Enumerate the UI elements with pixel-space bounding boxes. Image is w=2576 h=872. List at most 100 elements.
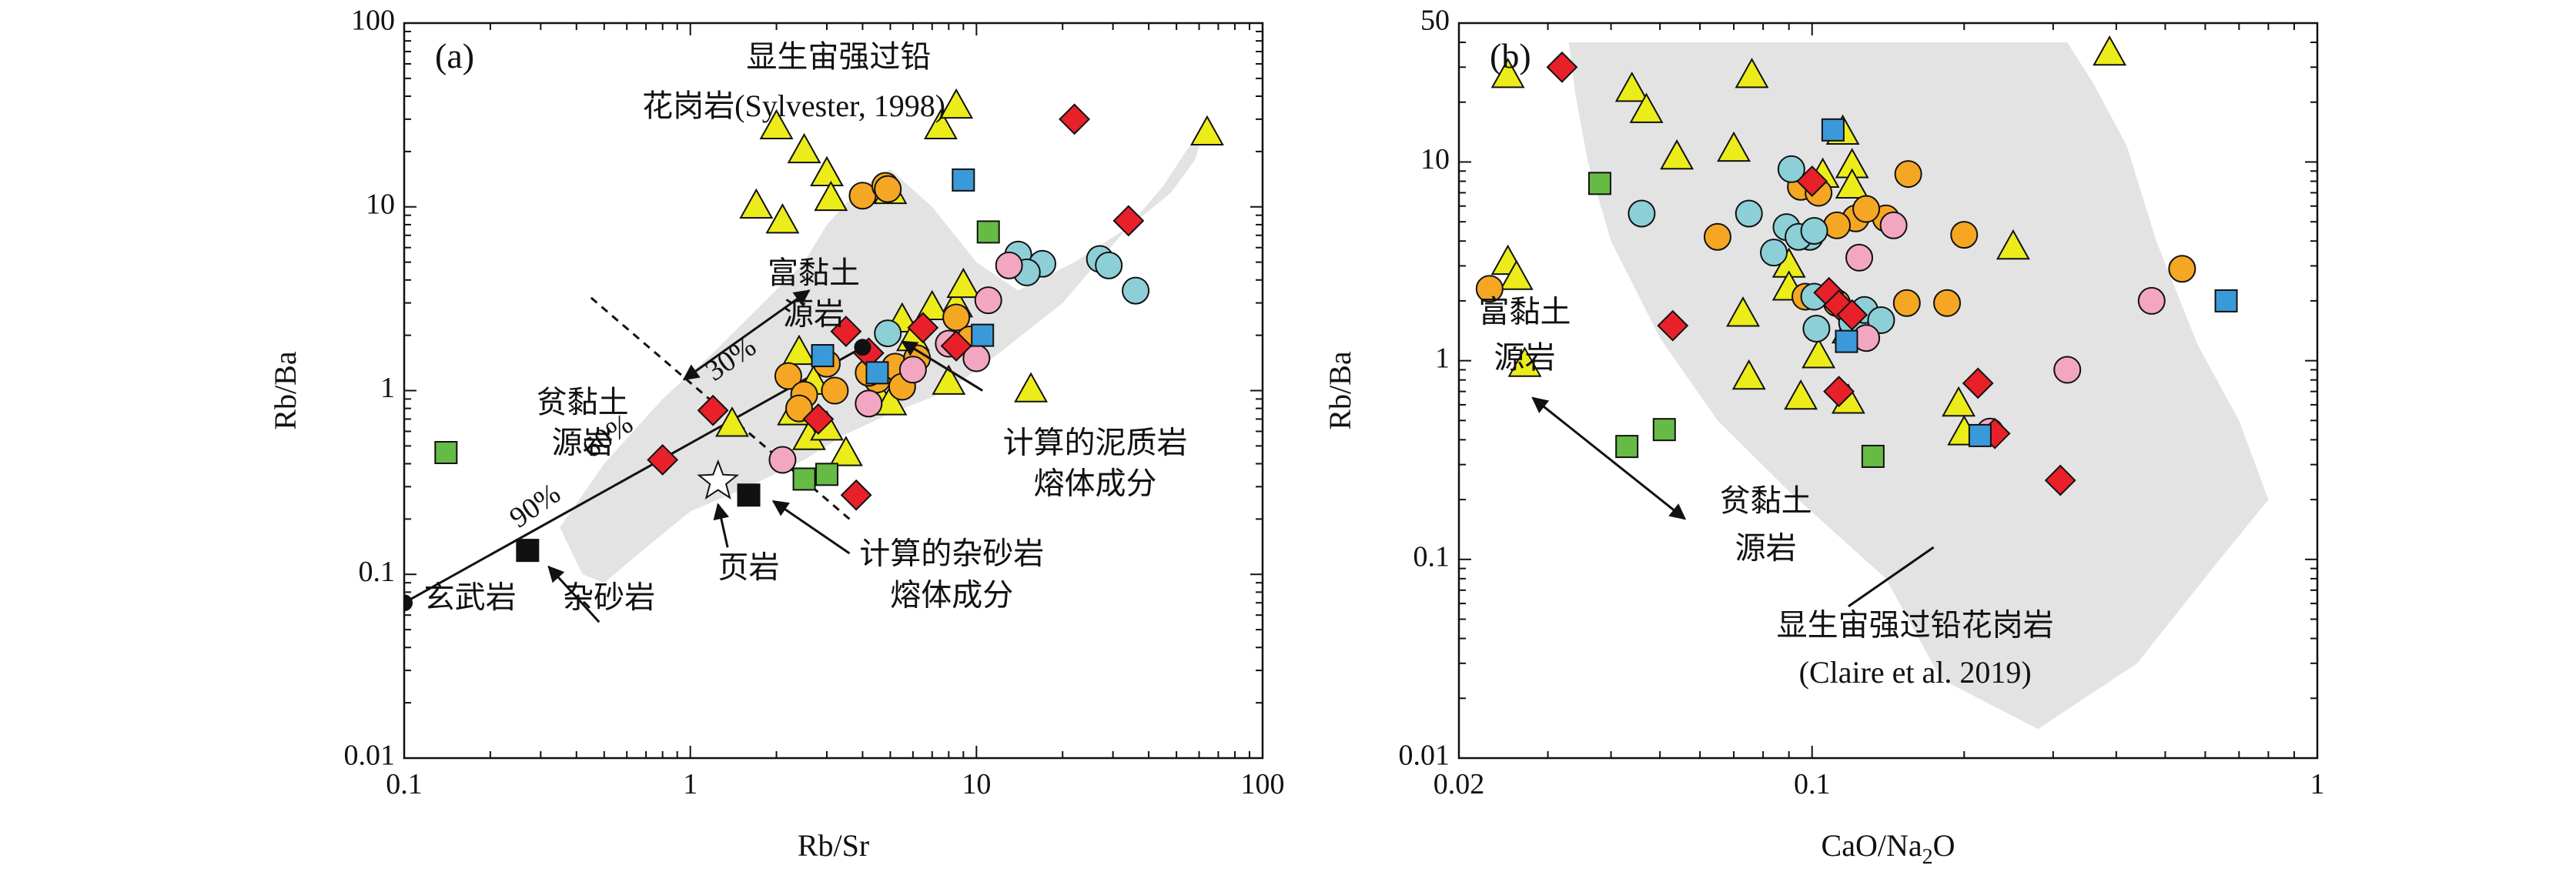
- annotation-text: 熔体成分: [890, 578, 1013, 613]
- annotation-text: 玄武岩: [424, 580, 517, 614]
- mixing-line: [404, 346, 864, 604]
- orange-marker: [1894, 160, 1922, 189]
- cyan-marker: [1760, 239, 1788, 267]
- triangle-marker: [1660, 139, 1694, 170]
- annotation-arrow: [1848, 546, 1935, 608]
- orange-marker: [874, 175, 902, 203]
- triangle-marker: [1735, 58, 1769, 89]
- x-axis-label-tail: O: [1933, 828, 1955, 863]
- diamond-marker: [1962, 367, 1994, 399]
- cyan-marker: [1735, 199, 1763, 228]
- cyan-marker: [1095, 251, 1123, 279]
- y-axis-label: Rb/Ba: [268, 351, 303, 429]
- triangle-marker: [810, 155, 844, 187]
- pink-marker: [855, 389, 883, 418]
- annotation-text: 富黏土: [768, 256, 860, 290]
- blue-marker: [1821, 118, 1845, 142]
- cyan-marker: [1122, 276, 1150, 305]
- triangle-marker: [1731, 359, 1766, 390]
- green-marker: [1652, 418, 1676, 442]
- annotation-text: 贫黏土: [537, 385, 629, 419]
- y-axis-label: Rb/Ba: [1323, 351, 1357, 429]
- triangle-marker: [1717, 131, 1751, 162]
- orange-marker: [821, 376, 849, 405]
- annotation-text: 源岩: [1494, 340, 1556, 375]
- triangle-marker: [1629, 92, 1664, 123]
- triangle-marker: [759, 109, 794, 140]
- panel-a: 显生宙强过铅花岗岩(Sylvester, 1998)富黏土源岩贫黏土源岩60%9…: [268, 5, 1284, 863]
- diamond-marker: [1836, 299, 1868, 331]
- annotation-text: 显生宙强过铅花岗岩: [1777, 608, 2054, 643]
- annotation-text: 贫黏土: [1720, 483, 1812, 518]
- y-tick-label: 1: [1435, 342, 1450, 374]
- orange-marker: [1823, 211, 1852, 239]
- annotation-text: 90%: [503, 477, 566, 534]
- plot-area: [1475, 35, 2269, 730]
- pink-marker: [1879, 211, 1908, 239]
- y-tick-label: 0.01: [344, 740, 396, 772]
- annotation-text: 熔体成分: [1034, 466, 1157, 501]
- cyan-marker: [1800, 216, 1828, 245]
- annotation-arrow: [682, 289, 811, 381]
- star-marker: [697, 459, 740, 500]
- green-marker: [1861, 444, 1885, 468]
- annotation-text: 计算的泥质岩: [1003, 426, 1188, 460]
- pink-marker: [2137, 286, 2166, 315]
- triangle-marker: [873, 385, 908, 416]
- y-tick-label: 1: [380, 372, 395, 404]
- green-marker: [1615, 435, 1639, 459]
- triangle-marker: [1784, 379, 1818, 410]
- green-marker: [1587, 172, 1611, 195]
- triangle-marker: [923, 109, 958, 140]
- blue-marker: [952, 168, 975, 192]
- triangle-marker: [1802, 338, 1836, 369]
- annotation-text: 杂砂岩: [563, 580, 655, 614]
- annotation-arrow: [547, 565, 601, 623]
- diamond-marker: [940, 330, 972, 362]
- annotation-arrow: [771, 500, 851, 555]
- diamond-marker: [840, 479, 872, 511]
- annotation-arrow: [713, 503, 730, 548]
- orange-marker: [1892, 289, 1921, 317]
- triangle-marker: [946, 267, 981, 299]
- x-tick-label: 100: [1241, 768, 1285, 800]
- x-tick-label: 10: [962, 768, 991, 800]
- green-marker: [434, 441, 458, 465]
- y-tick-label: 100: [351, 5, 395, 37]
- green-marker: [792, 467, 816, 491]
- triangle-marker: [1835, 168, 1869, 199]
- cyan-marker: [874, 319, 902, 348]
- blue-marker: [865, 361, 889, 385]
- green-marker: [815, 463, 838, 486]
- y-tick-label: 0.1: [1413, 541, 1450, 573]
- diamond-marker: [1823, 376, 1855, 408]
- x-tick-label: 1: [683, 768, 698, 800]
- annotation-text: 源岩: [783, 297, 845, 332]
- blue-marker: [971, 323, 995, 347]
- diamond-marker: [802, 403, 835, 435]
- cyan-marker: [1867, 306, 1895, 334]
- pink-marker: [898, 356, 927, 384]
- diamond-marker: [1546, 51, 1578, 83]
- y-tick-label: 10: [1420, 143, 1450, 175]
- x-tick-label: 0.02: [1434, 768, 1485, 800]
- black_dot-marker: [854, 339, 871, 356]
- triangle-marker: [814, 180, 848, 212]
- diamond-marker: [697, 394, 729, 426]
- diamond-marker: [1112, 205, 1145, 237]
- x-axis-label-subscript: 2: [1922, 845, 1933, 869]
- annotation-arrow: [1531, 396, 1687, 520]
- diamond-marker: [2044, 464, 2076, 496]
- x-tick-label: 0.1: [1794, 768, 1831, 800]
- annotation-text: 源岩: [1735, 530, 1797, 565]
- triangle-marker: [1190, 115, 1224, 146]
- cyan-marker: [1628, 199, 1656, 228]
- diamond-marker: [907, 312, 939, 344]
- annotation-text: 显生宙强过铅: [746, 39, 931, 74]
- diamond-marker: [1059, 103, 1091, 135]
- x-axis-label: Rb/Sr: [798, 828, 869, 863]
- triangle-marker: [765, 203, 800, 234]
- annotation-text: 计算的杂砂岩: [859, 536, 1044, 570]
- pink-marker: [1845, 243, 1874, 272]
